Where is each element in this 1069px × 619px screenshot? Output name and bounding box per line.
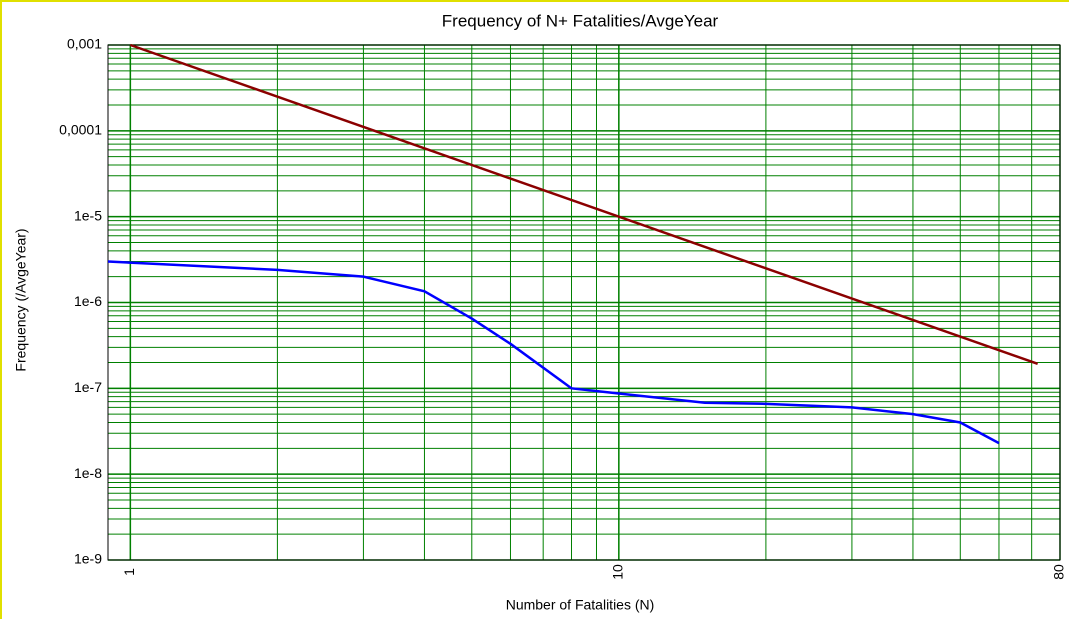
x-axis-title: Number of Fatalities (N) xyxy=(506,597,655,613)
x-tick-label: 80 xyxy=(1051,564,1067,580)
y-axis-title: Frequency (/AvgeYear) xyxy=(13,228,29,371)
y-tick-label: 0,0001 xyxy=(59,122,102,138)
x-tick-label: 10 xyxy=(610,564,626,580)
data-line xyxy=(129,43,1039,366)
x-tick-label: 1 xyxy=(121,568,137,576)
y-tick-label: 1e-6 xyxy=(74,293,102,309)
y-tick-label: 1e-8 xyxy=(74,465,102,481)
y-tick-label: 1e-7 xyxy=(74,379,102,395)
chart-title: Frequency of N+ Fatalities/AvgeYear xyxy=(442,11,719,30)
plot-border xyxy=(107,44,1061,561)
y-tick-label: 1e-9 xyxy=(74,551,102,567)
y-tick-label: 1e-5 xyxy=(74,207,102,223)
data-line xyxy=(107,260,1000,445)
y-tick-label: 0,001 xyxy=(67,36,102,52)
